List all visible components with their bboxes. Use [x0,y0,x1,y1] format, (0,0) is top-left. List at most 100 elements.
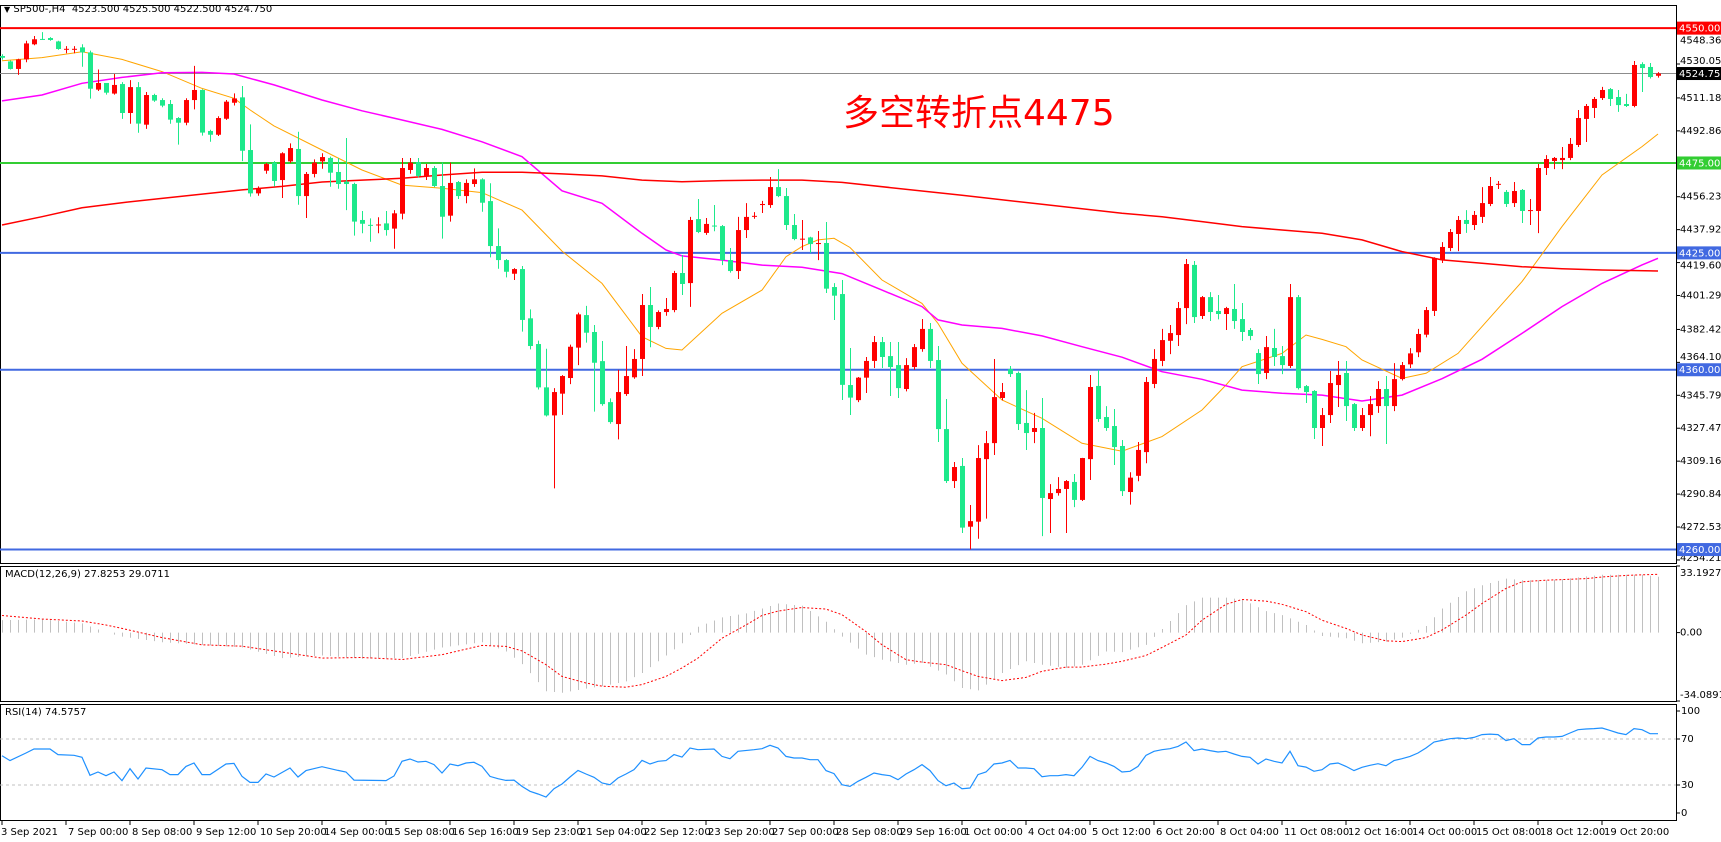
candle [1472,210,1477,231]
candle-body [880,342,885,357]
candle [248,124,253,197]
candle [1296,294,1301,390]
candle [216,116,221,137]
candle [648,287,653,348]
candle [560,375,565,415]
candle-body [200,89,205,133]
candle-body [656,312,661,327]
candle-body [184,100,189,123]
candle-body [640,305,645,359]
time-axis-label: 18 Oct 12:00 [1540,827,1605,838]
price-tick-label: 4530.050 [1680,56,1721,67]
candle-body [1584,105,1589,119]
candle [1376,381,1381,413]
candle-body [72,48,77,50]
candle [1584,104,1589,142]
candle-body [1424,310,1429,335]
candle [1232,283,1237,329]
candle [360,210,365,234]
candle [1608,88,1613,106]
candle [1488,177,1493,207]
candle-body [1272,347,1277,357]
candle [1192,260,1197,324]
candle-body [688,219,693,284]
candle [1136,442,1141,482]
candle [56,40,61,50]
time-axis-label: 5 Oct 12:00 [1092,827,1151,838]
macd-pane-border [0,566,1677,702]
level-price-tag [1677,156,1721,170]
candle [264,162,269,174]
candle-body [1592,98,1597,108]
candle [1304,385,1309,404]
level-price-label: 4425.000 [1679,248,1721,259]
time-axis-label: 16 Sep 16:00 [452,827,519,838]
time-axis-label: 4 Oct 04:00 [1028,827,1087,838]
annotation-text: 多空转折点4475 [843,93,1115,134]
candle-body [240,97,245,151]
candle [88,50,93,99]
candle [400,157,405,220]
candle-body [96,82,101,90]
triangle-down-icon[interactable]: ▼ [4,5,11,14]
candle [208,129,213,142]
candle-body [960,465,965,528]
candle [64,46,69,54]
time-axis-label: 10 Sep 20:00 [260,827,327,838]
current-price-label: 4524.750 [1679,69,1721,80]
candle [1120,440,1125,496]
candle-body [1024,422,1029,434]
candle-body [824,242,829,289]
candle [584,305,589,343]
candle [1496,180,1501,190]
level-price-tag [1677,543,1721,557]
candle [816,230,821,261]
moving-average-line [1,71,1659,402]
candle-body [1120,445,1125,492]
candle [432,166,437,188]
candle [744,203,749,238]
candle-body [176,118,181,123]
candle [504,259,509,278]
candle-body [1072,481,1077,500]
level-price-label: 4475.000 [1679,158,1721,169]
candle-body [1352,404,1357,429]
price-tick-label: 4272.530 [1680,522,1721,533]
candle [824,221,829,293]
candle-body [80,47,85,53]
candle-body [480,179,485,203]
candle-body [384,223,389,231]
candle-body [904,365,909,389]
candle [928,323,933,368]
candle [1200,296,1205,320]
candle [112,73,117,95]
candle-body [1152,358,1157,384]
candle-body [472,179,477,185]
time-axis-label: 12 Oct 16:00 [1348,827,1413,838]
candle-body [1568,143,1573,158]
candle [520,266,525,332]
candle [408,157,413,174]
candle [72,46,77,54]
candle-body [1576,118,1581,145]
candle-body [8,61,13,69]
time-axis-label: 8 Oct 04:00 [1220,827,1279,838]
candle [1056,477,1061,496]
candle [1112,408,1117,466]
candle [864,356,869,393]
candle [168,100,173,124]
candle-body [1128,477,1133,493]
candle [1536,164,1541,234]
candle-body [1632,64,1637,106]
candle [968,504,973,550]
candle [440,162,445,239]
candle-body [1176,308,1181,336]
candle-body [264,164,269,171]
candle [1480,187,1485,224]
candle [1256,349,1261,384]
time-axis-label: 11 Oct 08:00 [1284,827,1349,838]
candle-body [648,305,653,327]
time-axis-label: 15 Oct 08:00 [1476,827,1541,838]
candle-body [1056,488,1061,494]
